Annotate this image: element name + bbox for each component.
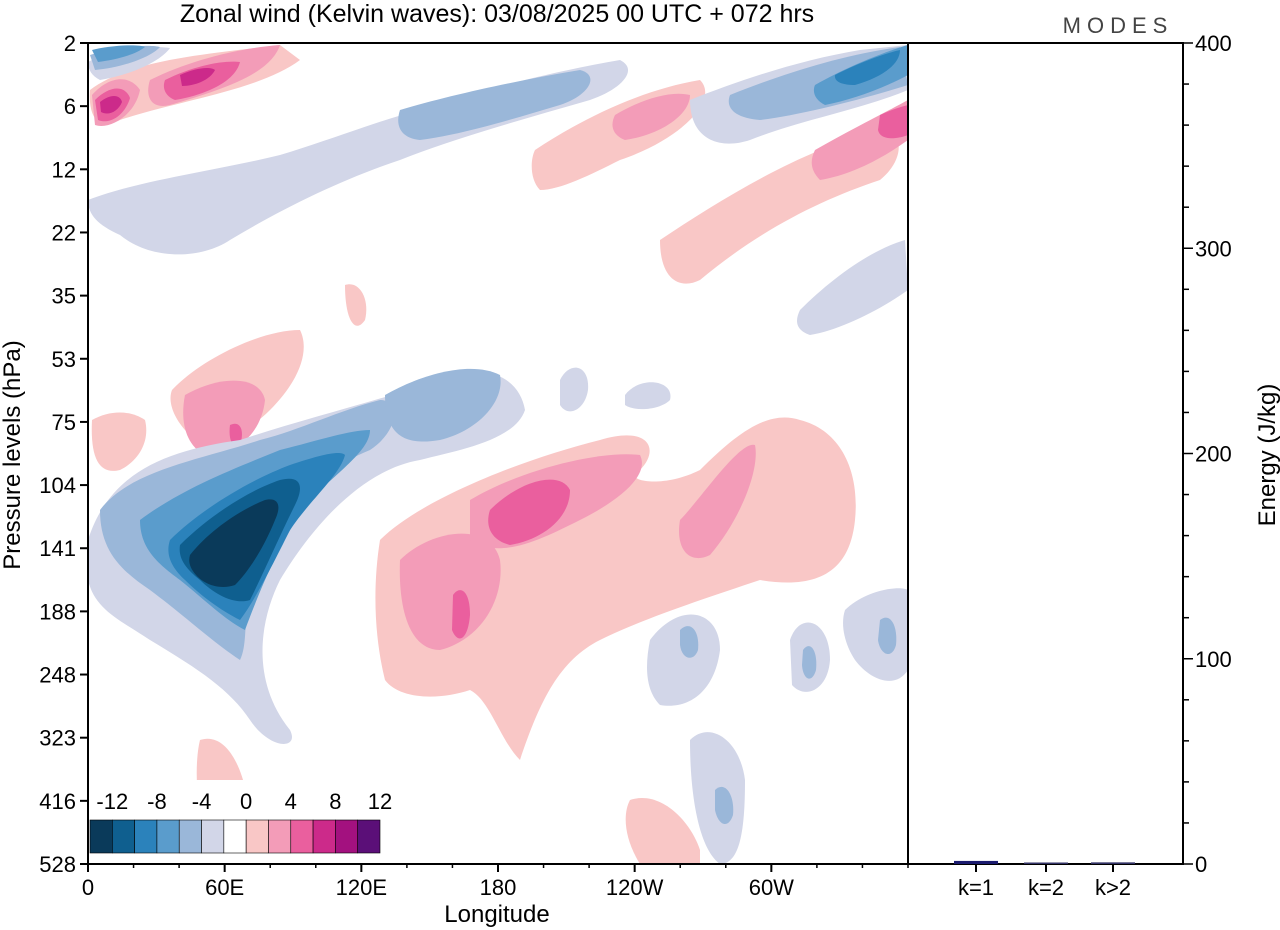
y-tick-label: 141 bbox=[39, 536, 76, 561]
y-tick-label: 22 bbox=[52, 220, 76, 245]
negative-contour-band bbox=[92, 45, 145, 62]
positive-contour-band bbox=[91, 412, 147, 471]
negative-contour-band bbox=[834, 50, 900, 85]
x-axis-label: Longitude bbox=[444, 901, 549, 928]
y-tick-label: 323 bbox=[39, 726, 76, 751]
negative-contour-band bbox=[797, 240, 908, 335]
y-tick-label: 416 bbox=[39, 789, 76, 814]
negative-contour-band bbox=[680, 626, 699, 658]
y-tick-label: 528 bbox=[39, 852, 76, 877]
y-tick-label: 248 bbox=[39, 663, 76, 688]
colorbar-cell bbox=[178, 819, 202, 854]
y-tick-label: 75 bbox=[52, 410, 76, 435]
energy-x-tick-label: k=2 bbox=[1028, 875, 1064, 900]
colorbar-cell bbox=[357, 819, 381, 854]
x-tick-label: 60E bbox=[205, 875, 244, 900]
y-tick-label: 12 bbox=[52, 157, 76, 182]
negative-contour-band bbox=[802, 646, 817, 679]
colorbar-cell bbox=[290, 819, 314, 854]
y-axis: 2 6 12 22 35 53 75 104 141 188 248 323 416 528 bbox=[39, 31, 88, 877]
negative-contour-band bbox=[878, 617, 897, 655]
energy-x-axis: k=1 k=2 k>2 bbox=[958, 864, 1131, 900]
energy-x-tick-label: k=1 bbox=[958, 875, 994, 900]
energy-y-tick-label: 400 bbox=[1195, 31, 1232, 56]
energy-y-axis: 0 100 200 300 400 bbox=[1183, 31, 1232, 877]
negative-contour-band bbox=[398, 70, 591, 140]
positive-contour-band bbox=[488, 479, 570, 545]
positive-contour-band bbox=[399, 533, 501, 650]
y-tick-label: 2 bbox=[64, 31, 76, 56]
negative-contour-band bbox=[843, 588, 908, 681]
positive-contour-band bbox=[183, 380, 265, 455]
positive-contour-band bbox=[452, 590, 470, 639]
colorbar-cell bbox=[89, 819, 113, 854]
positive-contour-band bbox=[878, 105, 908, 139]
negative-contour-band bbox=[625, 382, 671, 410]
energy-bar bbox=[954, 860, 998, 864]
energy-y-tick-label: 200 bbox=[1195, 442, 1232, 467]
x-tick-label: 0 bbox=[82, 875, 94, 900]
energy-axis-label: Energy (J/kg) bbox=[1254, 384, 1280, 527]
colorbar-label: -4 bbox=[192, 789, 212, 814]
y-tick-label: 53 bbox=[52, 347, 76, 372]
colorbar-label: 8 bbox=[329, 789, 341, 814]
colorbar-cell bbox=[335, 819, 358, 854]
y-tick-label: 35 bbox=[52, 284, 76, 309]
energy-x-tick-label: k>2 bbox=[1095, 875, 1131, 900]
colorbar-cell bbox=[201, 819, 225, 854]
positive-contour-band bbox=[679, 444, 756, 559]
y-tick-label: 6 bbox=[64, 94, 76, 119]
colorbar-cell bbox=[245, 819, 269, 854]
negative-contour-band bbox=[715, 786, 734, 825]
energy-panel: 0 100 200 300 400 k=1 k=2 k>2 bbox=[907, 31, 1232, 900]
x-tick-label: 120W bbox=[606, 875, 664, 900]
colorbar-cell bbox=[156, 819, 180, 854]
x-tick-label: 120E bbox=[336, 875, 387, 900]
negative-contour-band bbox=[560, 367, 589, 412]
colorbar-cells bbox=[88, 780, 384, 860]
energy-y-tick-label: 0 bbox=[1195, 852, 1207, 877]
y-axis-label: Pressure levels (hPa) bbox=[0, 340, 26, 569]
brand-logo: MODES bbox=[1063, 13, 1174, 38]
colorbar-labels: -12 -8 -4 0 4 8 12 bbox=[96, 789, 392, 814]
colorbar-label: 12 bbox=[368, 789, 392, 814]
colorbar-cell bbox=[312, 819, 336, 854]
colorbar-cell bbox=[112, 819, 135, 854]
x-axis: 0 60E 120E 180 120W 60W bbox=[82, 864, 909, 900]
colorbar-cell bbox=[268, 819, 292, 854]
negative-contour-band bbox=[189, 499, 279, 587]
colorbar-label: -8 bbox=[147, 789, 167, 814]
energy-frame bbox=[907, 42, 1184, 865]
colorbar-cell bbox=[134, 819, 158, 854]
positive-contour-band bbox=[625, 798, 700, 864]
y-tick-label: 188 bbox=[39, 599, 76, 624]
positive-contour-band bbox=[612, 93, 690, 140]
x-tick-label: 180 bbox=[480, 875, 517, 900]
negative-anomaly-field bbox=[88, 45, 908, 864]
energy-bar bbox=[1091, 862, 1135, 864]
energy-bars bbox=[954, 860, 1135, 864]
colorbar-label: 0 bbox=[240, 789, 252, 814]
positive-contour-band bbox=[345, 284, 367, 326]
heatmap-panel: -12 -8 -4 0 4 8 12 bbox=[87, 42, 909, 865]
positive-contour-band bbox=[100, 96, 122, 114]
colorbar: -12 -8 -4 0 4 8 12 bbox=[88, 780, 392, 860]
colorbar-label: -12 bbox=[96, 789, 128, 814]
colorbar-cell bbox=[223, 819, 247, 854]
colorbar-label: 4 bbox=[285, 789, 297, 814]
chart-title: Zonal wind (Kelvin waves): 03/08/2025 00… bbox=[180, 0, 814, 28]
negative-contour-band bbox=[385, 368, 501, 442]
x-tick-label: 60W bbox=[749, 875, 794, 900]
negative-contour-band bbox=[647, 614, 720, 706]
y-tick-label: 104 bbox=[39, 473, 76, 498]
energy-y-tick-label: 300 bbox=[1195, 236, 1232, 261]
energy-bar bbox=[1024, 862, 1068, 864]
energy-y-tick-label: 100 bbox=[1195, 647, 1232, 672]
positive-contour-band bbox=[180, 67, 215, 86]
